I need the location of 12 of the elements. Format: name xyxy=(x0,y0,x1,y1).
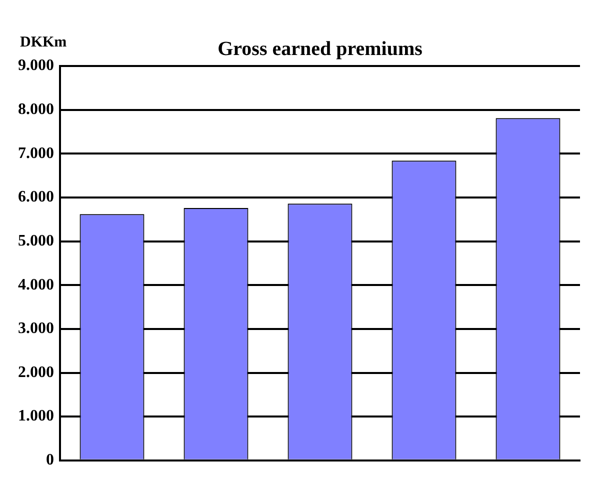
y-tick-label: 1.000 xyxy=(18,408,54,425)
y-tick-label: 8.000 xyxy=(18,100,54,118)
y-tick-label: 5.000 xyxy=(18,232,54,250)
y-tick-label: 2.000 xyxy=(18,364,54,381)
y-tick-label: 3.000 xyxy=(18,320,54,338)
chart-title: Gross earned premiums xyxy=(218,38,423,60)
y-tick-label: 6.000 xyxy=(18,188,54,206)
y-tick-label: 7.000 xyxy=(18,144,54,162)
y-tick-label: 4.000 xyxy=(18,276,54,294)
y-tick-label: 0 xyxy=(46,452,54,469)
y-axis-title: DKKm xyxy=(20,34,68,50)
y-tick-label: 9.000 xyxy=(18,57,54,74)
